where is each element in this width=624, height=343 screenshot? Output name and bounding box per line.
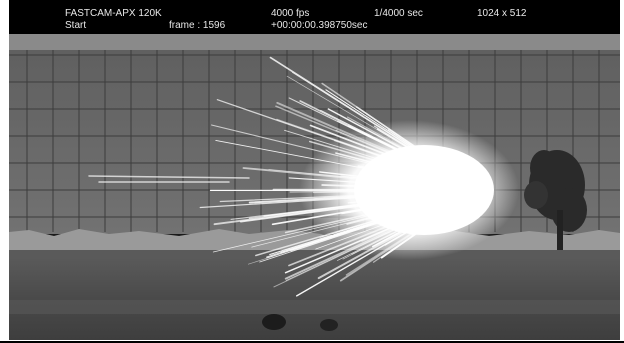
ground	[9, 258, 620, 340]
trigger-mode-label: Start	[65, 20, 87, 31]
resolution-label: 1024 x 512	[477, 8, 527, 19]
camera-hud: FASTCAM-APX 120K Start frame : 1596 4000…	[9, 0, 620, 34]
debris-rock-left	[262, 314, 286, 330]
timestamp-label: +00:00:00.398750sec	[271, 20, 368, 31]
wall-top-edge	[9, 34, 620, 50]
camera-model-label: FASTCAM-APX 120K	[65, 8, 162, 19]
spark-trail	[88, 175, 250, 179]
ground-reflection	[9, 300, 620, 314]
frame-rate-label: 4000 fps	[271, 8, 310, 19]
video-frame: FASTCAM-APX 120K Start frame : 1596 4000…	[9, 0, 620, 340]
smoke-cloud	[524, 150, 587, 250]
high-speed-footage	[9, 34, 620, 340]
shutter-speed-label: 1/4000 sec	[374, 8, 423, 19]
burst-center	[354, 145, 494, 235]
frame-number-label: frame : 1596	[169, 20, 226, 31]
debris-rock-right	[320, 319, 338, 331]
bottom-border	[0, 341, 624, 343]
